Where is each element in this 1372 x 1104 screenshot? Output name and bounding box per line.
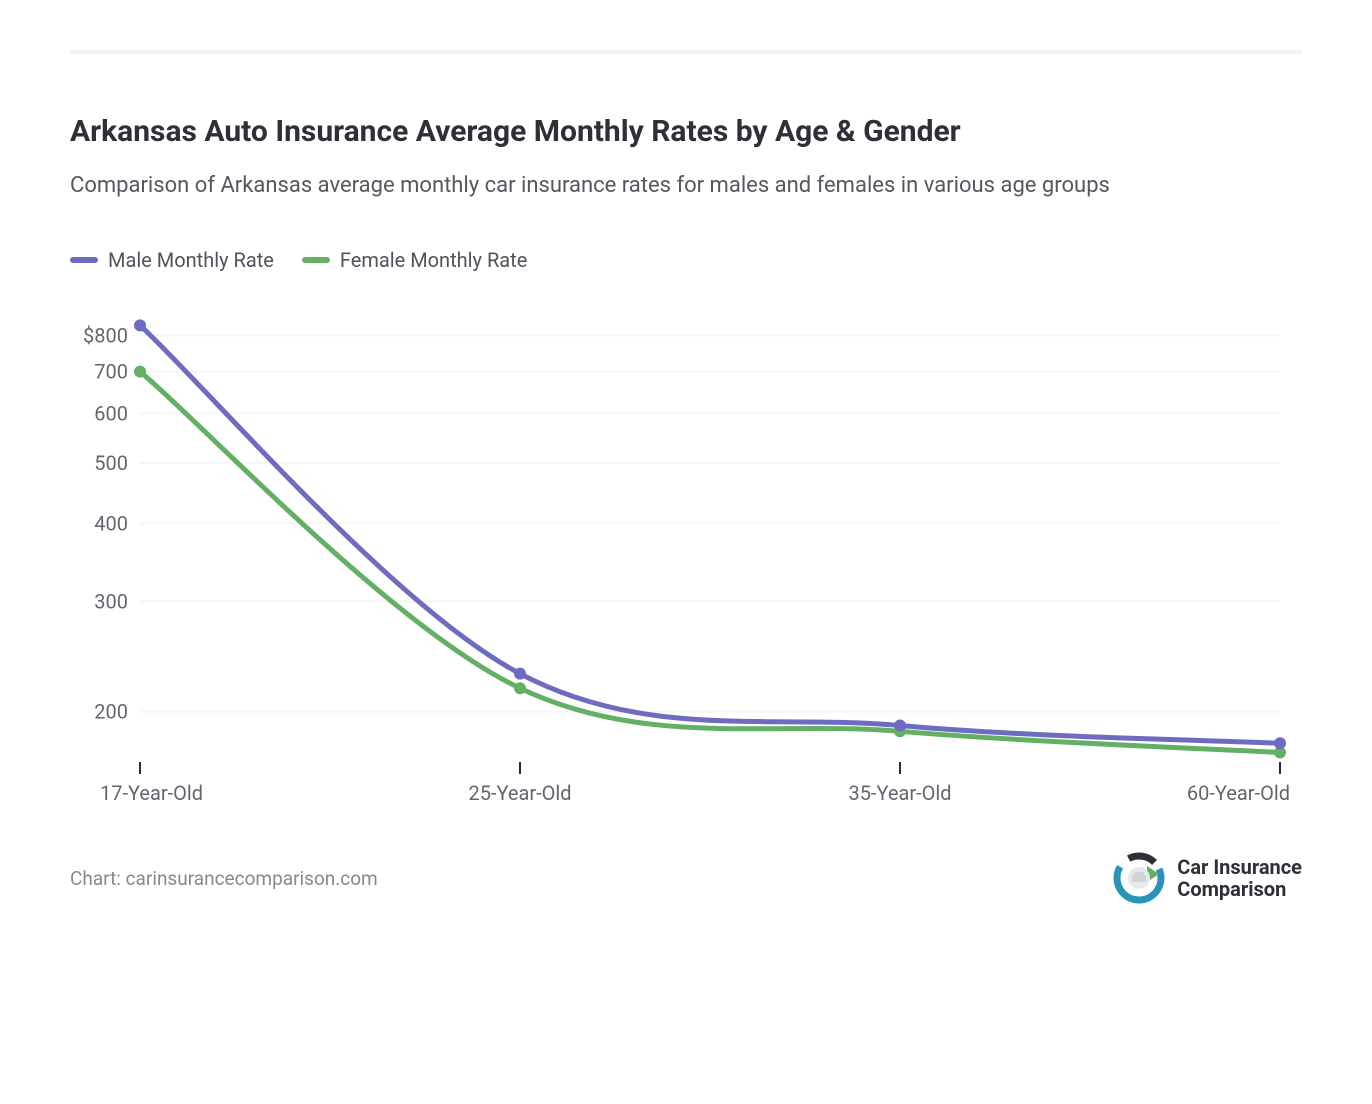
svg-text:500: 500 [94,451,128,475]
svg-text:200: 200 [94,700,128,724]
chart-footer: Chart: carinsurancecomparison.com Car In… [70,852,1302,904]
svg-text:25-Year-Old: 25-Year-Old [468,781,571,805]
svg-text:600: 600 [94,401,128,425]
legend-label-male: Male Monthly Rate [108,248,274,272]
svg-text:60-Year-Old: 60-Year-Old [1187,781,1290,805]
legend-item-female: Female Monthly Rate [302,248,527,272]
chart-subtitle: Comparison of Arkansas average monthly c… [70,173,1302,198]
chart-title: Arkansas Auto Insurance Average Monthly … [70,114,1302,149]
brand-logo-icon [1113,852,1165,904]
legend-label-female: Female Monthly Rate [340,248,527,272]
chart-credit: Chart: carinsurancecomparison.com [70,867,378,890]
brand-text: Car Insurance Comparison [1177,856,1302,900]
chart-container: Arkansas Auto Insurance Average Monthly … [0,0,1372,944]
svg-text:400: 400 [94,511,128,535]
svg-text:17-Year-Old: 17-Year-Old [100,781,203,805]
svg-text:35-Year-Old: 35-Year-Old [848,781,951,805]
svg-text:700: 700 [94,360,128,384]
chart-legend: Male Monthly Rate Female Monthly Rate [70,248,1302,272]
legend-swatch-male [70,257,98,263]
chart-area: 200 300 400 500 600 700 $800 17-Year-Old 25-Year… [70,296,1300,816]
svg-text:300: 300 [94,590,128,614]
top-divider [70,50,1302,54]
brand-line2: Comparison [1177,878,1302,900]
svg-text:$800: $800 [83,323,128,347]
brand-block: Car Insurance Comparison [1113,852,1302,904]
brand-line1: Car Insurance [1177,856,1302,878]
legend-swatch-female [302,257,330,263]
legend-item-male: Male Monthly Rate [70,248,274,272]
line-chart-svg: 200 300 400 500 600 700 $800 17-Year-Old 25-Year… [70,296,1300,816]
